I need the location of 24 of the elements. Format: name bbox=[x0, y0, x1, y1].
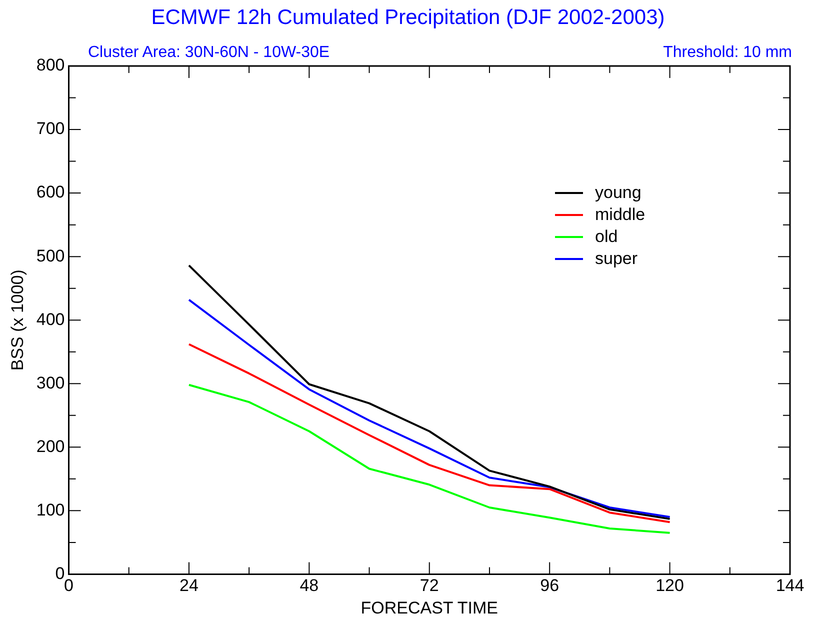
x-tick-label: 24 bbox=[180, 576, 198, 596]
x-axis-title: FORECAST TIME bbox=[360, 598, 498, 618]
legend-label: old bbox=[595, 226, 618, 248]
y-tick-label: 600 bbox=[36, 182, 65, 202]
chart-title: ECMWF 12h Cumulated Precipitation (DJF 2002-2003) bbox=[150, 6, 666, 30]
legend-label: young bbox=[595, 182, 642, 204]
x-tick-label: 120 bbox=[656, 576, 684, 596]
legend-label: middle bbox=[595, 204, 646, 226]
y-tick-label: 400 bbox=[36, 310, 65, 329]
y-tick-label: 100 bbox=[36, 500, 65, 520]
x-tick-label: 144 bbox=[776, 576, 804, 596]
legend-label: super bbox=[595, 248, 638, 270]
x-tick-label: 72 bbox=[420, 576, 439, 596]
y-tick-label: 200 bbox=[36, 436, 65, 456]
text: Threshold: 10 mm bbox=[663, 44, 792, 62]
y-tick-label: 300 bbox=[36, 373, 65, 392]
x-tick-label: 96 bbox=[540, 576, 560, 596]
y-tick-label: 500 bbox=[36, 246, 65, 266]
y-tick-label: 800 bbox=[36, 56, 65, 75]
x-tick-label: 48 bbox=[300, 576, 319, 596]
y-axis-title: BSS (x 1000) bbox=[8, 270, 27, 371]
y-tick-label: 700 bbox=[36, 119, 65, 138]
y-tick-label: 0 bbox=[55, 564, 65, 583]
chart-subtitle: Cluster Area: 30N-60N - 10W-30E bbox=[88, 44, 330, 62]
